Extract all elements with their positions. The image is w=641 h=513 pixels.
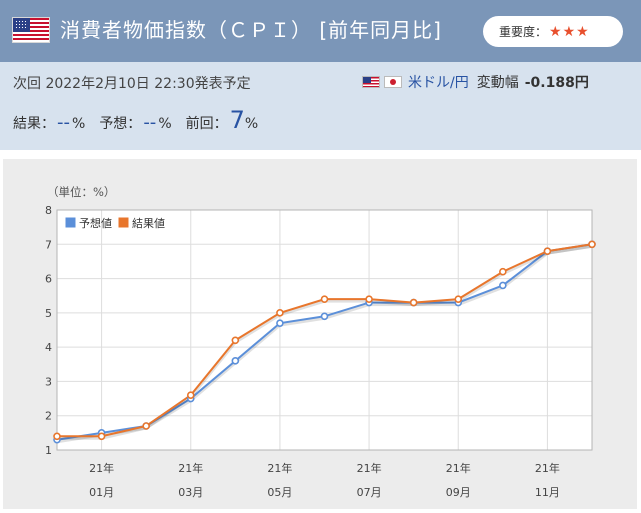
indicator-header: 消費者物価指数（ＣＰＩ） [前年同月比] 重要度： ★★★: [0, 0, 641, 62]
plot-area: [56, 209, 593, 451]
x-tick-label-year: 21年: [267, 461, 292, 475]
us-flag-small-icon: [362, 76, 380, 88]
result-value: --: [57, 112, 70, 133]
chart-panel: （単位：%） 1 2 3 4 5 6 7 8 21年 01月 21年 03月 21年 05月 21年 07月 21…: [3, 159, 637, 509]
x-tick-label-month: 11月: [535, 486, 560, 499]
y-tick-label: 6: [45, 273, 52, 286]
forecast-percent: %: [158, 116, 172, 132]
importance-badge: 重要度： ★★★: [483, 16, 623, 47]
x-tick-label-month: 01月: [89, 486, 114, 499]
y-tick-label: 2: [45, 410, 52, 423]
importance-stars: ★★★: [549, 23, 590, 40]
importance-label: 重要度：: [499, 25, 548, 39]
result-label: 結果：: [13, 116, 55, 132]
currency-pair-link[interactable]: 米ドル/円: [408, 75, 469, 91]
legend-swatch: [117, 216, 130, 229]
x-tick-label-year: 21年: [357, 461, 382, 475]
japan-flag-small-icon: [384, 76, 402, 88]
x-tick-label-year: 21年: [446, 461, 471, 475]
next-release-text: 次回 2022年2月10日 22:30発表予定: [13, 76, 251, 92]
currency-pair-volatility: 米ドル/円 変動幅 -0.188円: [362, 72, 589, 92]
actual-point: [454, 295, 463, 303]
x-tick-label-month: 05月: [267, 486, 292, 499]
actual-point: [142, 422, 150, 430]
actual-point: [588, 240, 596, 249]
forecast-point: [276, 319, 284, 327]
forecast-label: 予想：: [99, 116, 142, 132]
previous-percent: %: [244, 116, 259, 132]
forecast-value: --: [143, 112, 157, 133]
x-tick-label-year: 21年: [535, 461, 560, 475]
actual-point: [543, 247, 552, 255]
actual-point: [231, 336, 240, 345]
unit-label: （単位：%）: [47, 185, 115, 199]
y-tick-label: 4: [45, 341, 52, 354]
y-tick-label: 3: [45, 375, 52, 388]
x-tick-label-month: 03月: [178, 486, 203, 499]
legend-label: 予想値: [79, 216, 112, 230]
actual-point: [365, 295, 373, 303]
y-tick-label: 8: [45, 204, 52, 217]
forecast-point: [231, 357, 240, 365]
y-tick-label: 1: [45, 444, 52, 457]
actual-point: [186, 391, 195, 399]
forecast-point: [499, 281, 507, 290]
actual-point: [499, 267, 507, 276]
us-flag-icon: [12, 17, 50, 43]
volatility-value: -0.188円: [524, 75, 589, 91]
volatility-label: 変動幅: [476, 75, 519, 91]
x-tick-label-month: 07月: [357, 486, 382, 499]
actual-point: [320, 295, 329, 303]
legend-label: 結果値: [132, 216, 165, 230]
forecast-point: [320, 312, 329, 321]
result-percent: %: [72, 116, 86, 132]
results-row: 結果： -- % 予想： -- % 前回： 7 %: [13, 106, 258, 134]
x-tick-label-year: 21年: [178, 461, 203, 475]
actual-point: [97, 432, 106, 441]
x-tick-label-month: 09月: [446, 486, 471, 499]
plot-border: [56, 209, 593, 451]
previous-label: 前回：: [185, 116, 228, 132]
y-tick-label: 5: [45, 307, 52, 320]
previous-value: 7: [229, 106, 245, 134]
x-tick-label-year: 21年: [89, 461, 114, 475]
legend-swatch: [64, 216, 77, 229]
info-panel: 次回 2022年2月10日 22:30発表予定 米ドル/円 変動幅 -0.188…: [0, 62, 641, 150]
actual-point: [53, 432, 61, 441]
cpi-line-chart: （単位：%） 1 2 3 4 5 6 7 8 21年 01月 21年 03月 21年 05月 21年 07月 21…: [45, 185, 596, 499]
actual-point: [276, 309, 284, 317]
actual-point: [409, 298, 418, 307]
y-tick-label: 7: [45, 238, 52, 251]
indicator-title: 消費者物価指数（ＣＰＩ） [前年同月比]: [60, 18, 442, 42]
